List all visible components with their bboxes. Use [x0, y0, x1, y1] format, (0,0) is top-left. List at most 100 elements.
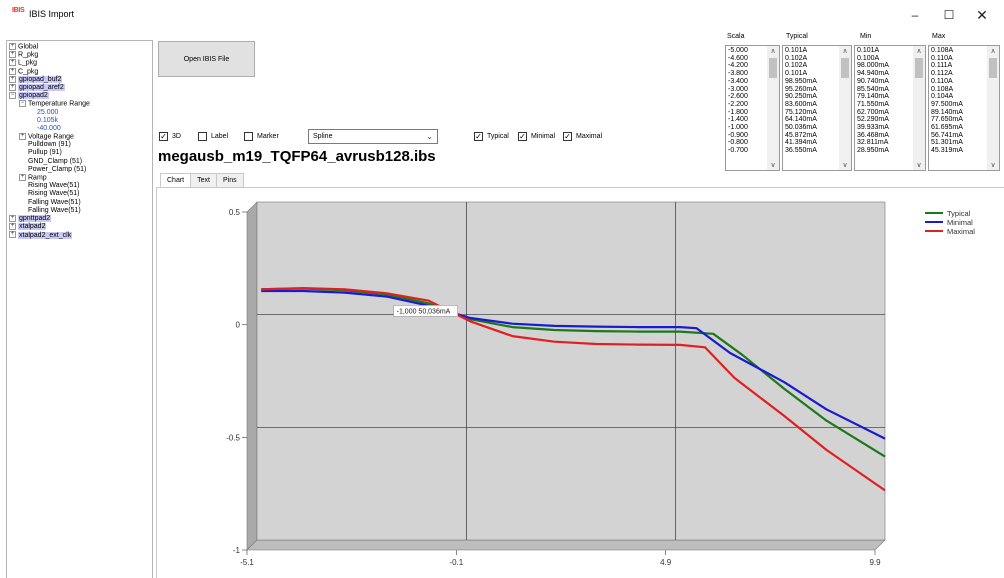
min-listbox[interactable]: 0.101A 0.100A 98.000mA 94.940mA 90.740mA 85.5…	[854, 45, 926, 171]
expand-icon[interactable]: +	[19, 174, 26, 181]
max-list-item[interactable]: 97.500mA	[931, 100, 963, 108]
scala-list-item[interactable]: -3.800	[728, 70, 748, 78]
minimize-button[interactable]: –	[911, 8, 919, 22]
typical-checkbox[interactable]: ✓ Typical	[474, 132, 509, 141]
expand-icon[interactable]: +	[9, 223, 16, 231]
tree-node[interactable]: Falling Wave(51)	[9, 199, 152, 207]
scroll-up-icon[interactable]: ∧	[916, 48, 922, 55]
label-checkbox[interactable]: Label	[198, 132, 228, 141]
min-list-item[interactable]: 62.700mA	[857, 108, 889, 116]
min-list-item[interactable]: 71.550mA	[857, 100, 889, 108]
scroll-down-icon[interactable]: ∨	[842, 162, 848, 169]
typical-list-item[interactable]: 0.102A	[785, 54, 808, 62]
min-list-item[interactable]: 79.140mA	[857, 93, 889, 101]
tree-node[interactable]: − Temperature Range	[9, 100, 152, 108]
tree-node[interactable]: Rising Wave(51)	[9, 190, 152, 198]
max-list-item[interactable]: 51.301mA	[931, 139, 963, 147]
tree-node[interactable]: + gpiopad_aref2	[9, 83, 152, 92]
tab-text[interactable]: Text	[190, 173, 217, 187]
typical-list-item[interactable]: 45.872mA	[785, 131, 817, 139]
max-list-item[interactable]: 89.140mA	[931, 108, 963, 116]
minimal-checkbox[interactable]: ✓ Minimal	[518, 132, 556, 141]
scala-list-item[interactable]: -4.200	[728, 62, 748, 70]
scala-list-item[interactable]: -3.000	[728, 85, 748, 93]
scala-list-item[interactable]: -1.000	[728, 124, 748, 132]
typical-list-item[interactable]: 83.600mA	[785, 100, 817, 108]
min-list-item[interactable]: 39.933mA	[857, 124, 889, 132]
scala-scroll-thumb[interactable]	[769, 58, 777, 78]
typical-list-item[interactable]: 0.101A	[785, 47, 808, 54]
typical-list-item[interactable]: 36.550mA	[785, 147, 817, 155]
tree-node[interactable]: + Global	[9, 43, 152, 51]
min-list-item[interactable]: 94.940mA	[857, 70, 889, 78]
close-button[interactable]: ✕	[976, 6, 988, 23]
min-list-item[interactable]: 32.811mA	[857, 139, 889, 147]
scala-list-item[interactable]: -0.700	[728, 147, 748, 155]
scroll-up-icon[interactable]: ∧	[990, 48, 996, 55]
max-list-item[interactable]: 61.695mA	[931, 124, 963, 132]
typical-listbox[interactable]: 0.101A 0.102A 0.102A 0.101A 98.950mA 95.260mA…	[782, 45, 852, 171]
expand-icon[interactable]: +	[19, 133, 26, 141]
typical-list-item[interactable]: 0.102A	[785, 62, 808, 70]
tree-node[interactable]: + Voltage Range	[9, 133, 152, 141]
scroll-down-icon[interactable]: ∨	[770, 162, 776, 169]
tree-node[interactable]: + Ramp	[9, 174, 152, 182]
max-list-item[interactable]: 0.110A	[931, 54, 953, 62]
min-list-item[interactable]: 0.100A	[857, 54, 880, 62]
tree-node[interactable]: + L_pkg	[9, 59, 152, 67]
tree-node[interactable]: Falling Wave(51)	[9, 207, 152, 215]
scroll-up-icon[interactable]: ∧	[842, 48, 848, 55]
typical-list-item[interactable]: 64.140mA	[785, 116, 817, 124]
max-scrollbar[interactable]: ∧ ∨	[987, 46, 999, 170]
min-list-item[interactable]: 85.540mA	[857, 85, 889, 93]
marker-checkbox[interactable]: Marker	[244, 132, 279, 141]
max-listbox[interactable]: 0.108A 0.110A 0.111A 0.112A 0.110A 0.108A 0.10…	[928, 45, 1000, 171]
expand-icon[interactable]: +	[9, 83, 16, 91]
max-list-item[interactable]: 0.112A	[931, 70, 953, 78]
tree-node[interactable]: Power_Clamp (51)	[9, 166, 152, 174]
collapse-icon[interactable]: −	[9, 92, 16, 100]
scroll-down-icon[interactable]: ∨	[990, 162, 996, 169]
3d-checkbox[interactable]: ✓ 3D	[159, 132, 181, 141]
min-list-item[interactable]: 28.950mA	[857, 147, 889, 155]
tree-node[interactable]: + xtalpad2	[9, 223, 152, 231]
tree-node[interactable]: + R_pkg	[9, 51, 152, 59]
component-tree[interactable]: + Global + R_pkg + L_pkg + C_pkg + gpiopad_buf2 + g…	[6, 40, 153, 578]
tab-chart[interactable]: Chart	[160, 173, 192, 187]
max-list-item[interactable]: 0.108A	[931, 85, 954, 93]
maximize-button[interactable]: ☐	[943, 8, 955, 22]
tree-node[interactable]: Rising Wave(51)	[9, 182, 152, 190]
expand-icon[interactable]: +	[9, 59, 16, 67]
scala-list-item[interactable]: -2.600	[728, 93, 748, 101]
tree-node[interactable]: Pullup (91)	[9, 149, 152, 157]
max-list-item[interactable]: 77.650mA	[931, 116, 963, 124]
max-list-item[interactable]: 0.108A	[931, 47, 954, 54]
tree-node[interactable]: + C_pkg	[9, 67, 152, 76]
tree-node[interactable]: -40.000	[9, 125, 152, 133]
max-list-item[interactable]: 0.111A	[931, 62, 953, 70]
scroll-up-icon[interactable]: ∧	[770, 48, 776, 55]
typical-list-item[interactable]: 75.120mA	[785, 108, 817, 116]
maximal-checkbox[interactable]: ✓ Maximal	[563, 132, 603, 141]
tree-node[interactable]: 25.000	[9, 109, 152, 117]
tab-pins[interactable]: Pins	[215, 173, 244, 187]
typical-list-item[interactable]: 98.950mA	[785, 77, 817, 85]
max-scroll-thumb[interactable]	[989, 58, 997, 78]
max-list-item[interactable]: 0.110A	[931, 77, 953, 85]
scala-list-item[interactable]: -0.900	[728, 131, 748, 139]
min-scrollbar[interactable]: ∧ ∨	[913, 46, 925, 170]
tree-node[interactable]: 0.105k	[9, 117, 152, 125]
open-ibis-file-button[interactable]: Open IBIS File	[158, 41, 255, 77]
expand-icon[interactable]: +	[9, 75, 16, 83]
expand-icon[interactable]: +	[9, 67, 16, 75]
typical-list-item[interactable]: 0.101A	[785, 70, 808, 78]
tree-node[interactable]: GND_Clamp (51)	[9, 158, 152, 166]
expand-icon[interactable]: +	[9, 43, 16, 50]
scala-list-item[interactable]: -0.800	[728, 139, 748, 147]
max-list-item[interactable]: 0.104A	[931, 93, 954, 101]
scala-list-item[interactable]: -1.400	[728, 116, 748, 124]
interpolation-select[interactable]: Spline ⌄	[308, 129, 438, 144]
typical-list-item[interactable]: 41.394mA	[785, 139, 817, 147]
scroll-down-icon[interactable]: ∨	[916, 162, 922, 169]
min-list-item[interactable]: 98.000mA	[857, 62, 889, 70]
